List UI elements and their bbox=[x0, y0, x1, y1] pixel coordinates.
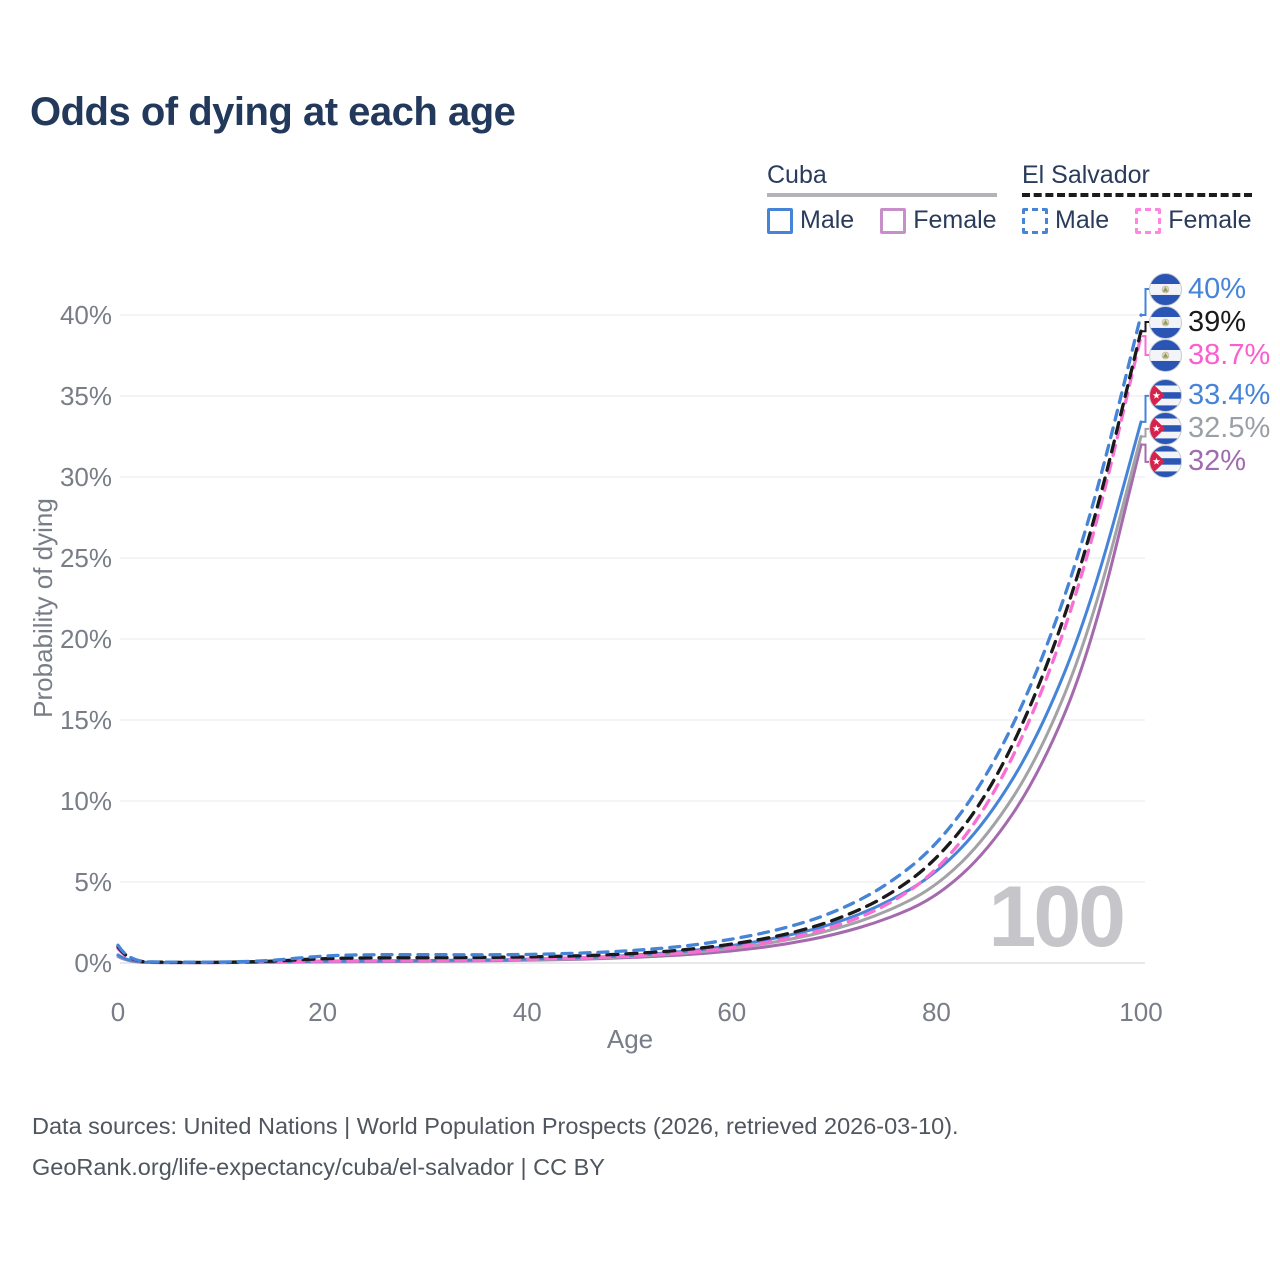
y-tick-label: 30% bbox=[60, 462, 112, 492]
y-axis-title: Probability of dying bbox=[28, 498, 58, 718]
legend-item-label: Male bbox=[800, 206, 855, 234]
legend-group-el-salvador: El Salvador Male Female bbox=[1022, 161, 1252, 235]
curve-el-salvador-both-sexes bbox=[116, 329, 1143, 965]
end-label-el-salvador-both-sexes: 39% bbox=[1149, 305, 1247, 339]
legend-item-cuba-male[interactable]: Male bbox=[767, 206, 854, 235]
label-connector bbox=[1141, 335, 1149, 356]
y-tick-label: 0% bbox=[74, 948, 112, 978]
el-salvador-female-swatch-icon bbox=[1135, 207, 1162, 234]
legend-item-el-salvador-male[interactable]: Male bbox=[1022, 206, 1109, 235]
y-tick-label: 25% bbox=[60, 543, 112, 573]
label-connector bbox=[1141, 394, 1149, 423]
footer: Data sources: United Nations | World Pop… bbox=[32, 1106, 959, 1188]
legend-item-label: Female bbox=[1168, 206, 1252, 234]
end-label-cuba-female: 32% bbox=[1149, 445, 1247, 479]
x-tick-label: 60 bbox=[717, 997, 746, 1027]
data-curves bbox=[116, 313, 1143, 965]
axis-tick-labels: 0% 5% 10% 15% 20% 25% 30% 35% 40% 0 20 40 60 80 100 bbox=[60, 300, 1163, 1027]
el-salvador-male-swatch-icon bbox=[1022, 207, 1048, 234]
y-tick-label: 5% bbox=[74, 867, 112, 897]
end-label-cuba-male: 33.4% bbox=[1149, 379, 1271, 413]
end-label-value: 32% bbox=[1188, 445, 1247, 478]
end-label-value: 32.5% bbox=[1188, 412, 1271, 445]
el-salvador-flag-icon bbox=[1149, 305, 1182, 339]
end-label-value: 38.7% bbox=[1188, 338, 1271, 371]
legend-item-cuba-female[interactable]: Female bbox=[880, 206, 997, 235]
y-tick-label: 15% bbox=[60, 705, 112, 735]
el-salvador-line-style-underline bbox=[1022, 193, 1252, 197]
cuba-female-swatch-icon bbox=[880, 207, 907, 234]
legend-group-cuba: Cuba Male Female bbox=[767, 161, 997, 235]
legend-item-label: Male bbox=[1055, 206, 1110, 234]
y-tick-label: 40% bbox=[60, 300, 112, 330]
end-label-el-salvador-female: 38.7% bbox=[1149, 338, 1271, 372]
age-counter-watermark: 100 bbox=[989, 869, 1124, 965]
legend-country-cuba: Cuba bbox=[767, 161, 827, 189]
end-label-value: 39% bbox=[1188, 305, 1247, 338]
y-tick-label: 35% bbox=[60, 381, 112, 411]
end-label-value: 33.4% bbox=[1188, 379, 1271, 412]
x-axis-title: Age bbox=[607, 1024, 653, 1054]
end-label-value: 40% bbox=[1188, 272, 1247, 305]
page-title: Odds of dying at each age bbox=[30, 90, 516, 134]
x-tick-label: 80 bbox=[922, 997, 951, 1027]
legend-item-el-salvador-female[interactable]: Female bbox=[1135, 206, 1252, 235]
end-label-el-salvador-male: 40% bbox=[1149, 272, 1247, 306]
attribution-line: GeoRank.org/life-expectancy/cuba/el-salv… bbox=[32, 1154, 605, 1180]
legend-item-label: Female bbox=[913, 206, 997, 234]
cuba-flag-icon bbox=[1149, 379, 1182, 413]
x-tick-label: 100 bbox=[1119, 997, 1162, 1027]
label-connector bbox=[1141, 443, 1149, 463]
cuba-flag-icon bbox=[1149, 412, 1182, 446]
cuba-line-style-underline bbox=[767, 193, 997, 197]
cuba-male-swatch-icon bbox=[767, 207, 793, 234]
cuba-flag-icon bbox=[1149, 445, 1182, 479]
el-salvador-flag-icon bbox=[1149, 272, 1182, 306]
x-tick-label: 20 bbox=[308, 997, 337, 1027]
gridlines bbox=[120, 314, 1145, 964]
el-salvador-flag-icon bbox=[1149, 338, 1182, 372]
data-source-line: Data sources: United Nations | World Pop… bbox=[32, 1113, 959, 1139]
label-connectors bbox=[1141, 288, 1149, 463]
legend-country-el-salvador: El Salvador bbox=[1022, 161, 1150, 189]
end-label-cuba-both-sexes: 32.5% bbox=[1149, 412, 1271, 446]
y-tick-label: 20% bbox=[60, 624, 112, 654]
x-tick-label: 0 bbox=[111, 997, 125, 1027]
curve-el-salvador-male bbox=[116, 313, 1143, 964]
x-tick-label: 40 bbox=[513, 997, 542, 1027]
label-connector bbox=[1141, 288, 1149, 316]
label-connector bbox=[1141, 321, 1149, 333]
label-connector bbox=[1141, 427, 1149, 438]
y-tick-label: 10% bbox=[60, 786, 112, 816]
